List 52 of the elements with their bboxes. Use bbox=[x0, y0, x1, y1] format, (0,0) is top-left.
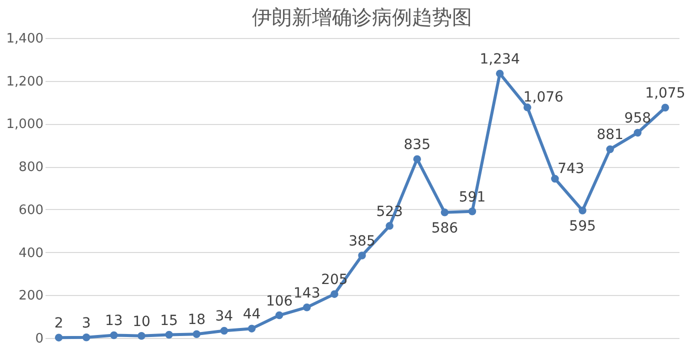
point bbox=[330, 290, 338, 298]
y-tick-label: 1,200 bbox=[6, 74, 44, 90]
data-label: 13 bbox=[105, 313, 123, 330]
y-tick-label: 600 bbox=[18, 202, 44, 218]
y-tick-label: 800 bbox=[18, 160, 44, 176]
point bbox=[661, 104, 670, 112]
data-label: 10 bbox=[132, 314, 150, 330]
data-label: 44 bbox=[242, 306, 261, 323]
data-label: 881 bbox=[596, 127, 624, 144]
point bbox=[82, 333, 90, 342]
point bbox=[413, 155, 422, 163]
point bbox=[358, 252, 366, 260]
point bbox=[302, 303, 311, 312]
point bbox=[192, 330, 200, 338]
data-label: 1,234 bbox=[480, 52, 520, 68]
y-tick-label: 0 bbox=[35, 332, 44, 346]
point bbox=[551, 174, 559, 183]
point bbox=[110, 331, 118, 340]
point bbox=[138, 332, 146, 340]
point bbox=[468, 207, 476, 216]
y-tick-label: 1,400 bbox=[6, 32, 44, 46]
y-tick-label: 400 bbox=[18, 246, 44, 261]
y-tick-label: 1,000 bbox=[6, 117, 44, 132]
y-tick-label: 200 bbox=[18, 288, 44, 304]
data-label: 18 bbox=[188, 312, 206, 328]
data-label: 106 bbox=[266, 293, 293, 310]
chart-title: 伊朗新增确诊病例趋势图 bbox=[252, 5, 472, 29]
data-label: 3 bbox=[82, 315, 91, 332]
data-label: 586 bbox=[431, 220, 458, 236]
point bbox=[220, 326, 228, 335]
data-label: 743 bbox=[558, 160, 584, 177]
point bbox=[634, 128, 642, 137]
data-label: 595 bbox=[569, 218, 596, 234]
data-label: 34 bbox=[215, 308, 234, 325]
point bbox=[578, 206, 586, 214]
point bbox=[275, 311, 284, 320]
data-label: 2 bbox=[54, 316, 64, 332]
point bbox=[440, 208, 449, 216]
data-label: 958 bbox=[624, 110, 652, 127]
point bbox=[606, 145, 614, 154]
point bbox=[248, 324, 256, 332]
data-label: 385 bbox=[348, 234, 376, 250]
data-label: 15 bbox=[160, 312, 178, 329]
point bbox=[496, 70, 504, 78]
data-label: 143 bbox=[294, 285, 320, 302]
data-label: 835 bbox=[404, 137, 430, 154]
point bbox=[524, 104, 532, 112]
point bbox=[386, 222, 394, 230]
data-label: 1,076 bbox=[523, 89, 564, 106]
point bbox=[54, 334, 63, 342]
point bbox=[165, 330, 173, 339]
data-label: 1,075 bbox=[645, 86, 686, 102]
